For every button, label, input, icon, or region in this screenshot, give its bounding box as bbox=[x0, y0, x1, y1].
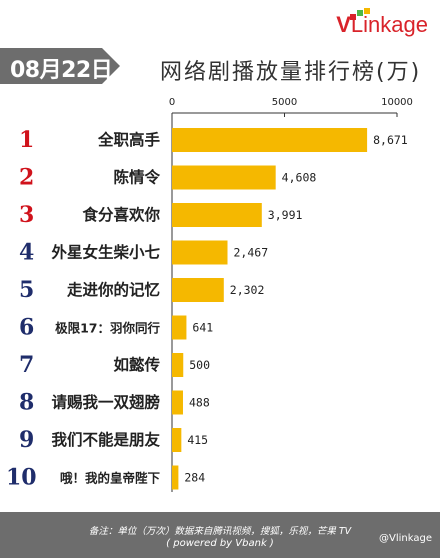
category-label: 哦！我的皇帝陛下 bbox=[60, 471, 161, 486]
category-label: 全职高手 bbox=[97, 130, 161, 149]
value-label: 284 bbox=[184, 471, 205, 485]
rank-label: 6 bbox=[19, 315, 34, 341]
bar-chart: 0 5000 10000 1 全职高手 8,671 2 陈情令 4,608 3 食分喜欢你 3,991… bbox=[6, 97, 413, 492]
bar bbox=[172, 128, 368, 152]
value-label: 2,302 bbox=[230, 283, 265, 297]
x-tick-label: 10000 bbox=[381, 97, 413, 108]
category-label: 食分喜欢你 bbox=[81, 205, 160, 224]
bar bbox=[172, 315, 187, 340]
category-label: 走进你的记忆 bbox=[66, 280, 160, 299]
rank-label: 3 bbox=[19, 202, 34, 228]
category-label: 极限17：羽你同行 bbox=[55, 321, 160, 336]
footer-bar: 备注：单位（万次）数据来自腾讯视频，搜狐，乐视，芒果 TV ( powered … bbox=[0, 512, 440, 558]
category-label: 陈情令 bbox=[113, 168, 160, 187]
bar bbox=[172, 203, 262, 227]
category-label: 请赐我一双翅膀 bbox=[51, 393, 160, 412]
value-label: 500 bbox=[189, 358, 210, 372]
footer-note: 备注：单位（万次）数据来自腾讯视频，搜狐，乐视，芒果 TV bbox=[88, 526, 352, 537]
value-label: 8,671 bbox=[373, 133, 408, 147]
bar bbox=[172, 390, 183, 415]
rank-label: 8 bbox=[19, 390, 34, 416]
chart-title: 网络剧播放量排行榜(万) bbox=[160, 60, 422, 85]
rank-label: 9 bbox=[19, 427, 34, 453]
rank-label: 5 bbox=[19, 277, 34, 303]
category-label: 我们不能是朋友 bbox=[51, 430, 160, 449]
rank-label: 10 bbox=[6, 465, 37, 491]
rank-label: 4 bbox=[19, 240, 34, 266]
x-tick-label: 5000 bbox=[272, 97, 297, 108]
value-label: 4,608 bbox=[282, 171, 317, 185]
date-badge bbox=[0, 48, 120, 84]
value-label: 488 bbox=[189, 396, 210, 410]
x-tick-label: 0 bbox=[169, 97, 175, 108]
bar bbox=[172, 240, 228, 265]
value-label: 3,991 bbox=[268, 208, 303, 222]
rank-label: 7 bbox=[19, 352, 34, 378]
logo-squares-icon bbox=[350, 8, 370, 20]
value-label: 415 bbox=[187, 433, 208, 447]
bar bbox=[172, 353, 184, 377]
bar bbox=[172, 428, 182, 452]
category-label: 外星女生柴小七 bbox=[51, 243, 160, 262]
rank-label: 1 bbox=[19, 127, 34, 153]
value-label: 641 bbox=[192, 321, 213, 335]
vlinkage-logo: VLinkage bbox=[336, 12, 428, 37]
bar bbox=[172, 465, 179, 490]
weibo-handle: @Vlinkage bbox=[379, 533, 432, 544]
bar bbox=[172, 165, 276, 190]
bar bbox=[172, 278, 224, 302]
category-label: 如懿传 bbox=[113, 355, 160, 374]
value-label: 2,467 bbox=[234, 246, 269, 260]
footer-powered: ( powered by Vbank ) bbox=[166, 538, 274, 549]
rank-label: 2 bbox=[19, 165, 34, 191]
date-label: 08月22日 bbox=[10, 58, 113, 83]
